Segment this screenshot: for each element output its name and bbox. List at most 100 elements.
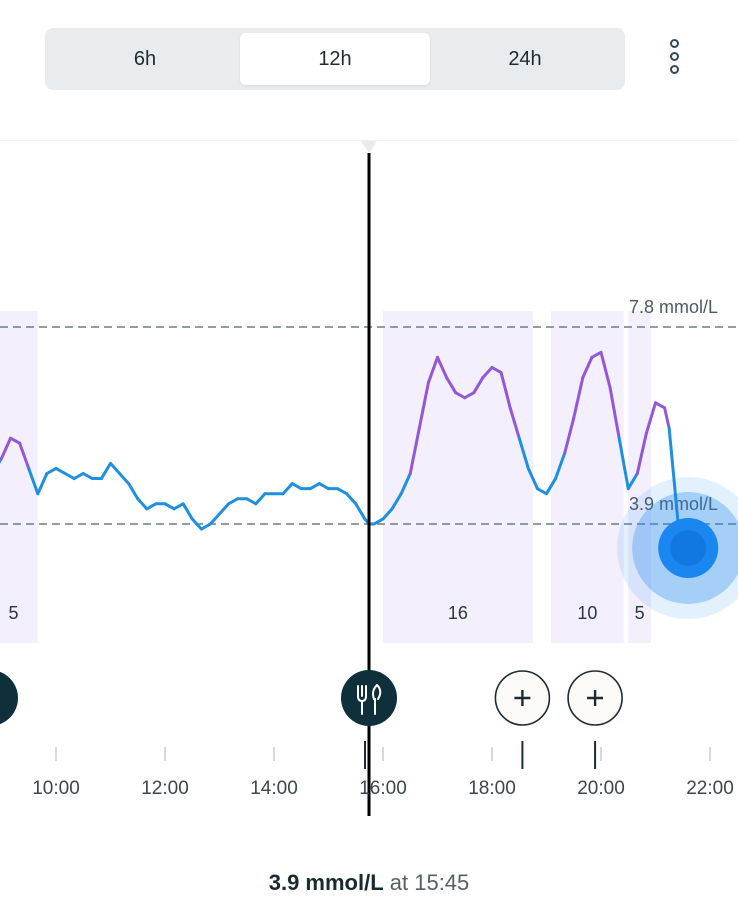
x-axis-label: 18:00	[468, 778, 516, 799]
glucose-line-segment	[336, 487, 349, 496]
x-axis-label: 10:00	[32, 778, 80, 799]
glucose-line-segment	[54, 466, 67, 475]
glucose-line-segment	[245, 497, 258, 506]
glucose-line-segment	[290, 482, 303, 491]
glucose-line-segment	[490, 365, 503, 374]
glucose-line-segment	[635, 431, 648, 475]
glucose-line-segment	[481, 365, 494, 380]
glucose-line-segment	[118, 472, 131, 486]
glucose-line-segment	[663, 406, 671, 430]
glucose-line-segment	[590, 350, 603, 359]
meal-icon[interactable]	[0, 670, 18, 726]
x-axis-label: 14:00	[250, 778, 298, 799]
glucose-line-segment	[281, 482, 294, 496]
glucose-line-segment	[390, 492, 403, 511]
glucose-line-segment	[608, 386, 621, 440]
carb-bar	[383, 311, 533, 643]
glucose-line-segment	[172, 502, 185, 511]
glucose-line-segment	[345, 492, 358, 506]
glucose-line-segment	[654, 401, 667, 410]
glucose-line-segment	[599, 350, 612, 390]
glucose-line-segment	[354, 502, 367, 521]
glucose-line-segment	[136, 497, 149, 511]
glucose-line-segment	[99, 461, 112, 481]
glucose-line-segment	[145, 502, 158, 511]
plus-glyph	[514, 690, 531, 706]
glucose-line-segment	[45, 466, 58, 475]
fork-knife-glyph	[357, 684, 382, 715]
current-reading: 3.9 mmol/L at 15:45	[0, 870, 738, 896]
glucose-line-segment	[399, 472, 412, 496]
glucose-line-segment	[254, 492, 267, 506]
glucose-line-segment	[545, 477, 558, 496]
range-12h-button[interactable]: 12h	[240, 33, 430, 85]
glucose-line-segment	[308, 482, 321, 491]
glucose-line-segment	[526, 466, 539, 491]
glucose-line-segment	[218, 502, 231, 516]
glucose-line-segment	[9, 436, 22, 445]
x-axis-label: 12:00	[141, 778, 189, 799]
range-6h-button[interactable]: 6h	[133, 47, 157, 70]
glucose-line-segment	[109, 461, 122, 475]
glucose-line-segment	[72, 472, 85, 481]
reading-value: 3.9 mmol/L	[268, 870, 384, 895]
x-axis-label: 20:00	[577, 778, 625, 799]
glucose-line-segment	[0, 436, 13, 460]
glucose-line-segment	[18, 441, 31, 470]
plus-glyph	[587, 690, 604, 706]
glucose-line-segment	[408, 426, 421, 475]
glucose-line-segment	[317, 482, 330, 491]
range-24h-button[interactable]: 24h	[508, 47, 542, 70]
glucose-line-segment	[581, 355, 594, 380]
threshold-label: 7.8 mmol/L	[629, 297, 718, 317]
glucose-line-segment	[626, 472, 639, 491]
glucose-line-segment	[436, 355, 449, 380]
glucose-chart[interactable]: 5 16 10 5 7.8 mmol/L 3.9 mmol/L 10:00 12:00 14:0…	[0, 140, 738, 832]
glucose-line-segment	[190, 517, 203, 531]
glucose-line-segment	[163, 502, 176, 511]
current-dot-core	[670, 530, 707, 566]
glucose-line-segment	[554, 451, 567, 481]
glucose-line-segment	[63, 472, 76, 481]
glucose-line-segment	[381, 507, 394, 521]
glucose-line-segment	[27, 466, 40, 496]
x-axis-label: 16:00	[359, 778, 407, 799]
glucose-line-segment	[517, 436, 530, 470]
glucose-line-segment	[644, 401, 657, 435]
more-options-icon[interactable]	[660, 36, 692, 80]
carb-bar-label: 10	[577, 603, 597, 623]
carb-bar-label: 5	[8, 603, 18, 623]
glucose-line-segment	[508, 406, 521, 440]
glucose-line-segment	[617, 436, 630, 491]
glucose-line-segment	[208, 512, 221, 526]
carb-bar-label: 5	[635, 603, 645, 623]
glucose-line-segment	[426, 355, 439, 385]
x-axis-label: 22:00	[686, 778, 734, 799]
glucose-line-segment	[499, 371, 512, 410]
glucose-line-segment	[127, 482, 140, 501]
top-bar: 6h 12h 24h	[0, 0, 738, 140]
glucose-line-segment	[463, 391, 476, 400]
glucose-line-segment	[181, 502, 194, 521]
glucose-line-segment	[417, 381, 430, 430]
glucose-line-segment	[472, 376, 485, 395]
glucose-line-segment	[81, 472, 94, 481]
reading-time: at 15:45	[389, 870, 470, 895]
carb-bar	[551, 311, 624, 643]
reading-footer: 3.9 mmol/L at 15:45	[0, 830, 738, 913]
glucose-line-segment	[572, 376, 585, 420]
fork-knife-icon[interactable]	[341, 670, 397, 726]
cursor-notch	[361, 141, 377, 153]
carb-bar	[628, 311, 651, 643]
carb-bar-label: 16	[448, 603, 468, 623]
glucose-line-segment	[372, 517, 385, 526]
glucose-line-segment	[535, 487, 548, 496]
glucose-line-segment	[445, 376, 458, 395]
glucose-line-segment	[199, 522, 212, 531]
time-range-selector: 6h 12h 24h	[45, 28, 625, 90]
glucose-chart-svg: 5 16 10 5 7.8 mmol/L 3.9 mmol/L 10:00 12:00 14:0…	[0, 141, 738, 816]
glucose-line-segment	[454, 391, 467, 400]
glucose-line-segment	[563, 416, 576, 455]
glucose-line-segment	[227, 497, 240, 506]
glucose-line-segment	[36, 472, 49, 496]
